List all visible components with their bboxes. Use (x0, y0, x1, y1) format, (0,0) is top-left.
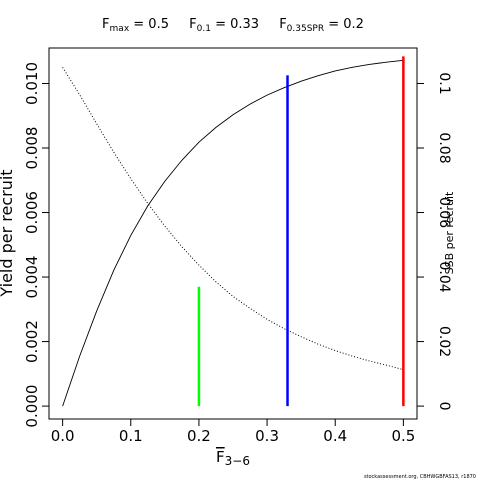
title-fmax-sub: max (110, 24, 130, 34)
title-f01-value: = 0.33 (211, 17, 259, 32)
title-f01-sub: 0.1 (197, 24, 211, 34)
y-left-tick-label: 0.000 (23, 385, 41, 428)
y-right-tick-label: 0.02 (436, 326, 452, 357)
plot-frame (48, 47, 418, 420)
y-right-tick-label: 0.1 (436, 72, 452, 94)
x-axis-label-main: F (216, 448, 225, 466)
x-tick-label: 0.3 (255, 427, 279, 445)
y-left-tick-label: 0.002 (23, 320, 41, 363)
x-tick-label: 0.5 (391, 427, 415, 445)
title-fmax-value: = 0.5 (129, 17, 169, 32)
y-right-tick-label: 0 (436, 402, 452, 411)
y-right-tick-label: 0.08 (436, 132, 452, 163)
title-f01-main: F (189, 17, 196, 32)
series-layer (62, 59, 404, 407)
yield-per-recruit-line (62, 59, 404, 407)
reference-lines (197, 56, 405, 407)
y-right-axis-label: SSB per recruit (443, 191, 456, 274)
title-f035spr-sub: 0.35SPR (287, 24, 324, 34)
x-axis-label: F3−6 (216, 448, 250, 468)
x-tick-label: 0.4 (323, 427, 347, 445)
y-right-axis: 0 0.02 0.04 0.06 0.08 0.1 (417, 72, 452, 411)
y-left-axis: 0.000 0.002 0.004 0.006 0.008 0.010 (23, 62, 49, 428)
y-right-tick-label: 0.04 (436, 261, 452, 292)
x-axis: 0.0 0.1 0.2 0.3 0.4 0.5 (51, 419, 415, 445)
y-left-tick-label: 0.006 (23, 191, 41, 234)
chart-title: Fmax = 0.5 F0.1 = 0.33 F0.35SPR = 0.2 (102, 17, 364, 34)
title-f035spr-main: F (279, 17, 286, 32)
y-right-tick-label: 0.06 (436, 197, 452, 228)
title-fmax-main: F (102, 17, 109, 32)
caption: stockassessment.org, CBHWGBFAS13, r1870 (364, 474, 476, 480)
y-left-tick-label: 0.008 (23, 127, 41, 170)
title-f035spr-value: = 0.2 (324, 17, 364, 32)
x-tick-label: 0.2 (187, 427, 211, 445)
x-axis-label-sub: 3−6 (225, 454, 250, 468)
x-tick-label: 0.0 (51, 427, 75, 445)
y-left-axis-label: Yield per recruit (0, 169, 16, 297)
x-tick-label: 0.1 (119, 427, 143, 445)
y-left-tick-label: 0.004 (23, 256, 41, 299)
y-left-tick-label: 0.010 (23, 62, 41, 105)
